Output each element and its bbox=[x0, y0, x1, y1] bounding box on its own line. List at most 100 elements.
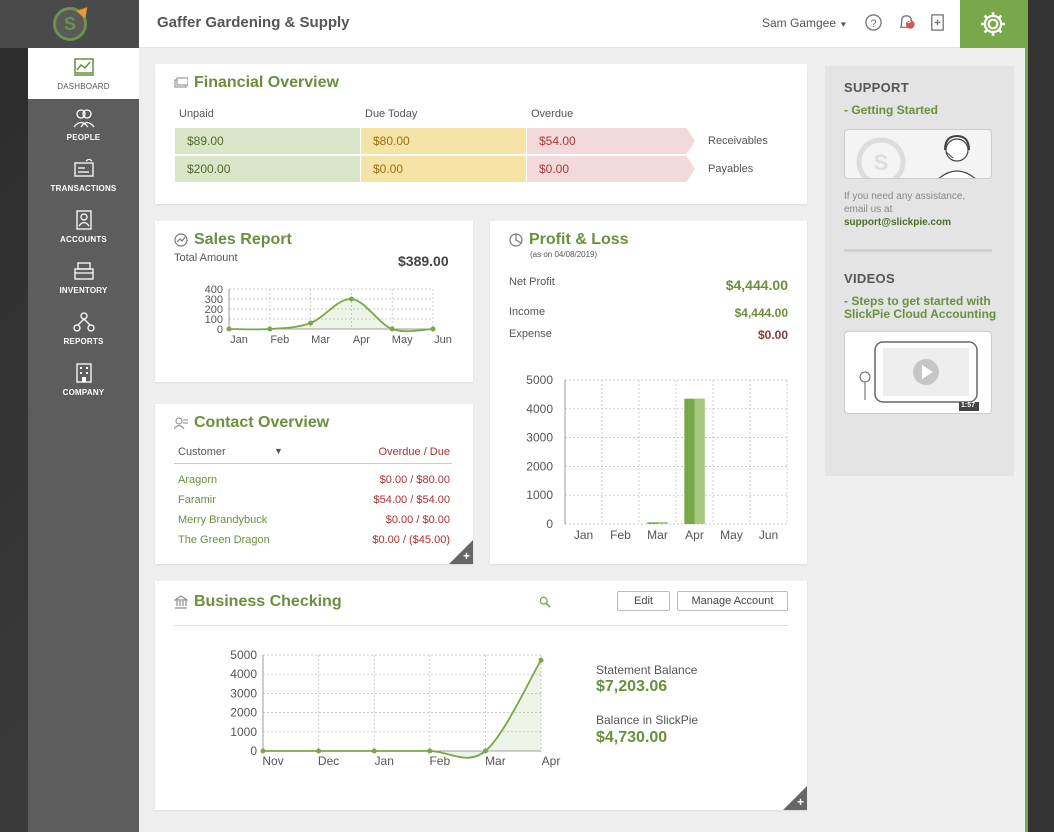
profit-loss-bar-chart: 0 1000 2000 3000 4000 5000 Jan Feb Mar Apr May Jun bbox=[526, 373, 788, 542]
checking-line-chart: 0 1000 2000 3000 4000 5000 Nov Dec Jan Feb Mar Apr bbox=[230, 648, 560, 768]
net-profit-label: Net Profit bbox=[509, 276, 555, 288]
notification-badge: 3 bbox=[907, 18, 911, 25]
statement-balance-value: $7,203.06 bbox=[596, 678, 668, 695]
x-tick-label: Mar bbox=[485, 754, 506, 768]
series-area bbox=[263, 660, 541, 758]
data-point bbox=[538, 657, 544, 663]
video-link[interactable]: SlickPie Cloud Accounting bbox=[844, 307, 997, 321]
support-panel: SUPPORT - Getting Started S If you need … bbox=[825, 66, 1014, 476]
user-name: Sam Gamgee bbox=[762, 16, 837, 30]
x-tick-label: Jan bbox=[375, 754, 394, 768]
edit-button[interactable]: Edit bbox=[617, 591, 670, 611]
user-menu[interactable]: Sam Gamgee ▼ bbox=[762, 16, 847, 30]
data-point bbox=[316, 748, 322, 754]
sales-title: Sales Report bbox=[194, 231, 292, 248]
x-tick-label: Dec bbox=[318, 754, 339, 768]
y-tick-label: 0 bbox=[250, 744, 257, 758]
video-thumbnail[interactable]: 1:57 bbox=[844, 331, 992, 414]
caret-down-icon: ▼ bbox=[839, 20, 848, 29]
series-line bbox=[228, 298, 434, 333]
plus-icon: + bbox=[796, 795, 804, 809]
support-email-link[interactable]: support@slickpie.com bbox=[844, 217, 951, 228]
assist-text: If you need any assistance, bbox=[844, 191, 966, 202]
as-on-date: (as on 04/08/2019) bbox=[530, 250, 598, 259]
business-checking-card: Business Checking Edit Manage Account 0 1… bbox=[155, 581, 807, 810]
payables-unpaid[interactable]: $200.00 bbox=[175, 156, 360, 182]
receivables-label: Receivables bbox=[708, 135, 768, 147]
slickpie-logo-icon: S bbox=[53, 7, 87, 41]
contact-name[interactable]: Aragorn bbox=[178, 474, 218, 486]
data-point bbox=[427, 748, 433, 754]
right-edge bbox=[1025, 0, 1054, 832]
nav-label: DASHBOARD bbox=[57, 81, 110, 91]
nav-people[interactable]: PEOPLE bbox=[28, 99, 139, 150]
data-point bbox=[226, 326, 232, 332]
bell-icon[interactable]: 3 bbox=[896, 12, 916, 32]
data-point bbox=[308, 320, 314, 326]
total-amount-label: Total Amount bbox=[174, 252, 238, 264]
manage-account-button[interactable]: Manage Account bbox=[677, 591, 788, 611]
y-tick-label: 400 bbox=[205, 284, 223, 296]
slickpie-balance-value: $4,730.00 bbox=[596, 729, 668, 746]
sort-caret-icon[interactable]: ▼ bbox=[274, 446, 283, 456]
expense-label: Expense bbox=[509, 328, 552, 340]
y-tick-label: 300 bbox=[205, 294, 223, 306]
y-tick-label: 200 bbox=[205, 304, 223, 316]
y-tick-label: 3000 bbox=[230, 686, 257, 700]
y-tick-label: 0 bbox=[546, 517, 553, 531]
help-icon[interactable]: ? bbox=[863, 12, 883, 32]
y-tick-label: 1000 bbox=[230, 725, 257, 739]
receivables-overdue[interactable]: $54.00 bbox=[527, 128, 695, 154]
support-agent-image[interactable]: S bbox=[844, 129, 992, 179]
nav-label: TRANSACTIONS bbox=[50, 183, 117, 193]
x-tick-label: Jun bbox=[434, 334, 452, 346]
add-contact-button[interactable] bbox=[449, 540, 473, 564]
financial-title: Financial Overview bbox=[194, 74, 339, 91]
contact-name[interactable]: The Green Dragon bbox=[178, 534, 270, 546]
nav-label: ACCOUNTS bbox=[60, 234, 107, 244]
nav-company[interactable]: COMPANY bbox=[28, 354, 139, 405]
receivables-unpaid[interactable]: $89.00 bbox=[175, 128, 360, 154]
app-logo[interactable]: S bbox=[0, 0, 140, 48]
contact-name[interactable]: Merry Brandybuck bbox=[178, 514, 268, 526]
gear-icon bbox=[980, 12, 1005, 36]
nav-dashboard[interactable]: DASHBOARD bbox=[28, 48, 139, 99]
inventory-icon bbox=[73, 261, 95, 281]
col-customer: Customer bbox=[178, 446, 226, 458]
y-tick-label: 2000 bbox=[230, 706, 257, 720]
bar-highlight bbox=[694, 398, 705, 524]
settings-button[interactable] bbox=[960, 0, 1025, 48]
payables-due-today[interactable]: $0.00 bbox=[361, 156, 526, 182]
receivables-due-today[interactable]: $80.00 bbox=[361, 128, 526, 154]
nav-accounts[interactable]: ACCOUNTS bbox=[28, 201, 139, 252]
checking-title: Business Checking bbox=[194, 593, 342, 610]
search-icon[interactable] bbox=[539, 595, 551, 613]
new-document-icon[interactable] bbox=[927, 12, 947, 32]
data-point bbox=[430, 326, 436, 332]
col-unpaid: Unpaid bbox=[179, 108, 214, 120]
statement-balance-label: Statement Balance bbox=[596, 663, 698, 677]
x-tick-label: Apr bbox=[685, 528, 704, 542]
slickpie-balance-label: Balance in SlickPie bbox=[596, 713, 699, 727]
data-point bbox=[348, 296, 354, 302]
contacts-icon bbox=[174, 416, 188, 430]
card-title: Sales Report bbox=[174, 231, 292, 249]
x-tick-label: Nov bbox=[262, 754, 283, 768]
col-due-today: Due Today bbox=[365, 108, 418, 120]
divider bbox=[174, 463, 452, 464]
contact-balance: $0.00 / $0.00 bbox=[385, 514, 450, 526]
x-tick-label: Feb bbox=[270, 334, 289, 346]
getting-started-link[interactable]: - Getting Started bbox=[844, 103, 939, 117]
nav-transactions[interactable]: TRANSACTIONS bbox=[28, 150, 139, 201]
contact-name[interactable]: Faramir bbox=[178, 494, 216, 506]
assist-text: email us at bbox=[844, 204, 893, 215]
video-link[interactable]: - Steps to get started with bbox=[844, 294, 991, 308]
profit-title: Profit & Loss bbox=[529, 231, 629, 248]
y-tick-label: 5000 bbox=[230, 648, 257, 662]
nav-reports[interactable]: REPORTS bbox=[28, 303, 139, 354]
y-tick-label: 2000 bbox=[526, 459, 553, 473]
nav-inventory[interactable]: INVENTORY bbox=[28, 252, 139, 303]
payables-overdue[interactable]: $0.00 bbox=[527, 156, 695, 182]
add-account-button[interactable] bbox=[783, 786, 807, 810]
